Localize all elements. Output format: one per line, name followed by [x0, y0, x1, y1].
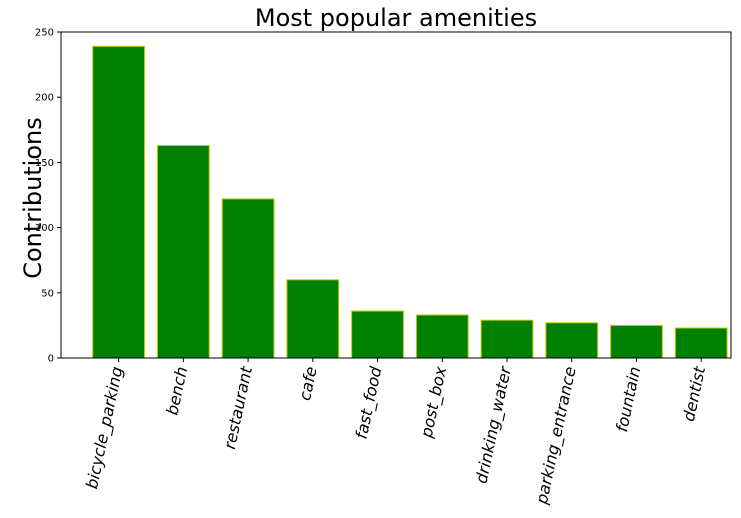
x-tick-label: parking_entrance	[532, 365, 581, 507]
plot-frame	[60, 31, 732, 359]
x-tick-label: bicycle_parking	[82, 365, 127, 491]
bar-dentist	[674, 327, 728, 359]
bar-post-box	[415, 314, 469, 359]
x-tick-label: fast_food	[352, 364, 387, 441]
bar-parking-entrance	[545, 322, 599, 359]
x-tick-label: fountain	[612, 365, 644, 434]
x-tick-label: dentist	[679, 364, 709, 423]
y-tick-label: 0	[48, 354, 54, 365]
bar-restaurant	[221, 198, 275, 359]
bar-fast-food	[351, 310, 404, 359]
bar-drinking-water	[480, 319, 534, 359]
y-tick-label: 150	[35, 158, 54, 169]
x-tick-label: post_box	[416, 364, 451, 440]
plot-area: 0 50 100 150 200 250 bicycle_parking bench resta…	[35, 28, 732, 507]
y-axis-label: Contributions	[19, 117, 47, 279]
x-tick-label: restaurant	[220, 364, 256, 451]
bar-fountain	[610, 324, 663, 359]
bar-bench	[156, 144, 210, 359]
y-tick-label: 100	[35, 223, 54, 234]
y-tick-label: 50	[41, 288, 54, 299]
bar-cafe	[286, 279, 340, 359]
x-tick-label: drinking_water	[472, 363, 517, 485]
x-tick-label: cafe	[295, 365, 321, 402]
y-tick-label: 200	[35, 93, 54, 104]
bar-bicycle-parking	[92, 45, 146, 359]
chart-title: Most popular amenities	[255, 4, 537, 32]
y-tick-label: 250	[35, 28, 54, 39]
x-tick-label: bench	[162, 365, 191, 417]
